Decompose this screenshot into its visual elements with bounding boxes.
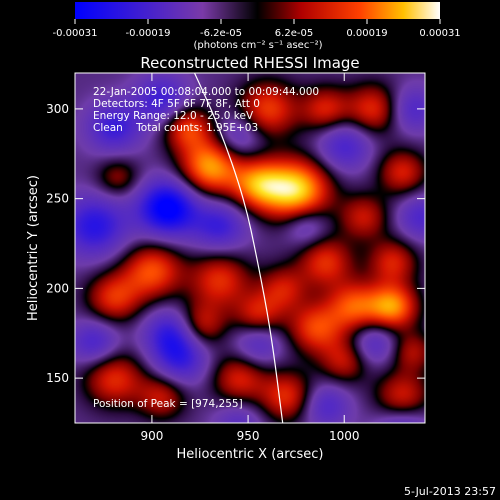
annotation-detectors: Detectors: 4F 5F 6F 7F 8F, Att 0 — [93, 98, 260, 110]
annotation-peak-position: Position of Peak = [974,255] — [93, 398, 243, 410]
colorbar: -0.00031 -0.00019 -6.2e-05 6.2e-05 0.00019 0.… — [53, 2, 461, 51]
solar-limb-curve — [193, 73, 284, 423]
y-tick-label: 250 — [46, 192, 69, 206]
y-axis-label: Heliocentric Y (arcsec) — [26, 175, 41, 321]
colorbar-tick-label: -0.00031 — [53, 28, 98, 39]
x-tick-label: 950 — [237, 429, 260, 443]
x-axis-label: Heliocentric X (arcsec) — [177, 447, 324, 462]
colorbar-tick-label: 0.00031 — [419, 28, 460, 39]
plot-frame — [74, 72, 426, 424]
plot-area: 22-Jan-2005 00:08:04.000 to 00:09:44.000… — [74, 72, 426, 424]
colorbar-tick-label: -6.2e-05 — [200, 28, 242, 39]
x-axis-ticks: 900 950 1000 — [140, 73, 360, 443]
generation-timestamp: 5-Jul-2013 23:57 — [403, 485, 496, 498]
colorbar-ticks: -0.00031 -0.00019 -6.2e-05 6.2e-05 0.00019 0.… — [53, 19, 461, 39]
colorbar-gradient — [75, 2, 440, 19]
y-tick-label: 150 — [46, 371, 69, 385]
colorbar-tick-label: -0.00019 — [126, 28, 171, 39]
y-tick-label: 300 — [46, 102, 69, 116]
x-tick-label: 1000 — [329, 429, 360, 443]
colorbar-unit-label: (photons cm⁻² s⁻¹ asec⁻²) — [193, 40, 322, 51]
y-axis-ticks: 150 200 250 300 — [46, 102, 425, 385]
chart-title: Reconstructed RHESSI Image — [140, 54, 359, 72]
annotation-time-range: 22-Jan-2005 00:08:04.000 to 00:09:44.000 — [93, 86, 319, 98]
annotation-energy-range: Energy Range: 12.0 - 25.0 keV — [93, 110, 254, 122]
colorbar-tick-label: 0.00019 — [346, 28, 387, 39]
y-tick-label: 200 — [46, 281, 69, 295]
x-tick-label: 900 — [140, 429, 163, 443]
colorbar-tick-label: 6.2e-05 — [275, 28, 313, 39]
heatmap-image — [75, 73, 425, 423]
annotation-clean-counts: Clean Total counts: 1.95E+03 — [93, 122, 258, 134]
